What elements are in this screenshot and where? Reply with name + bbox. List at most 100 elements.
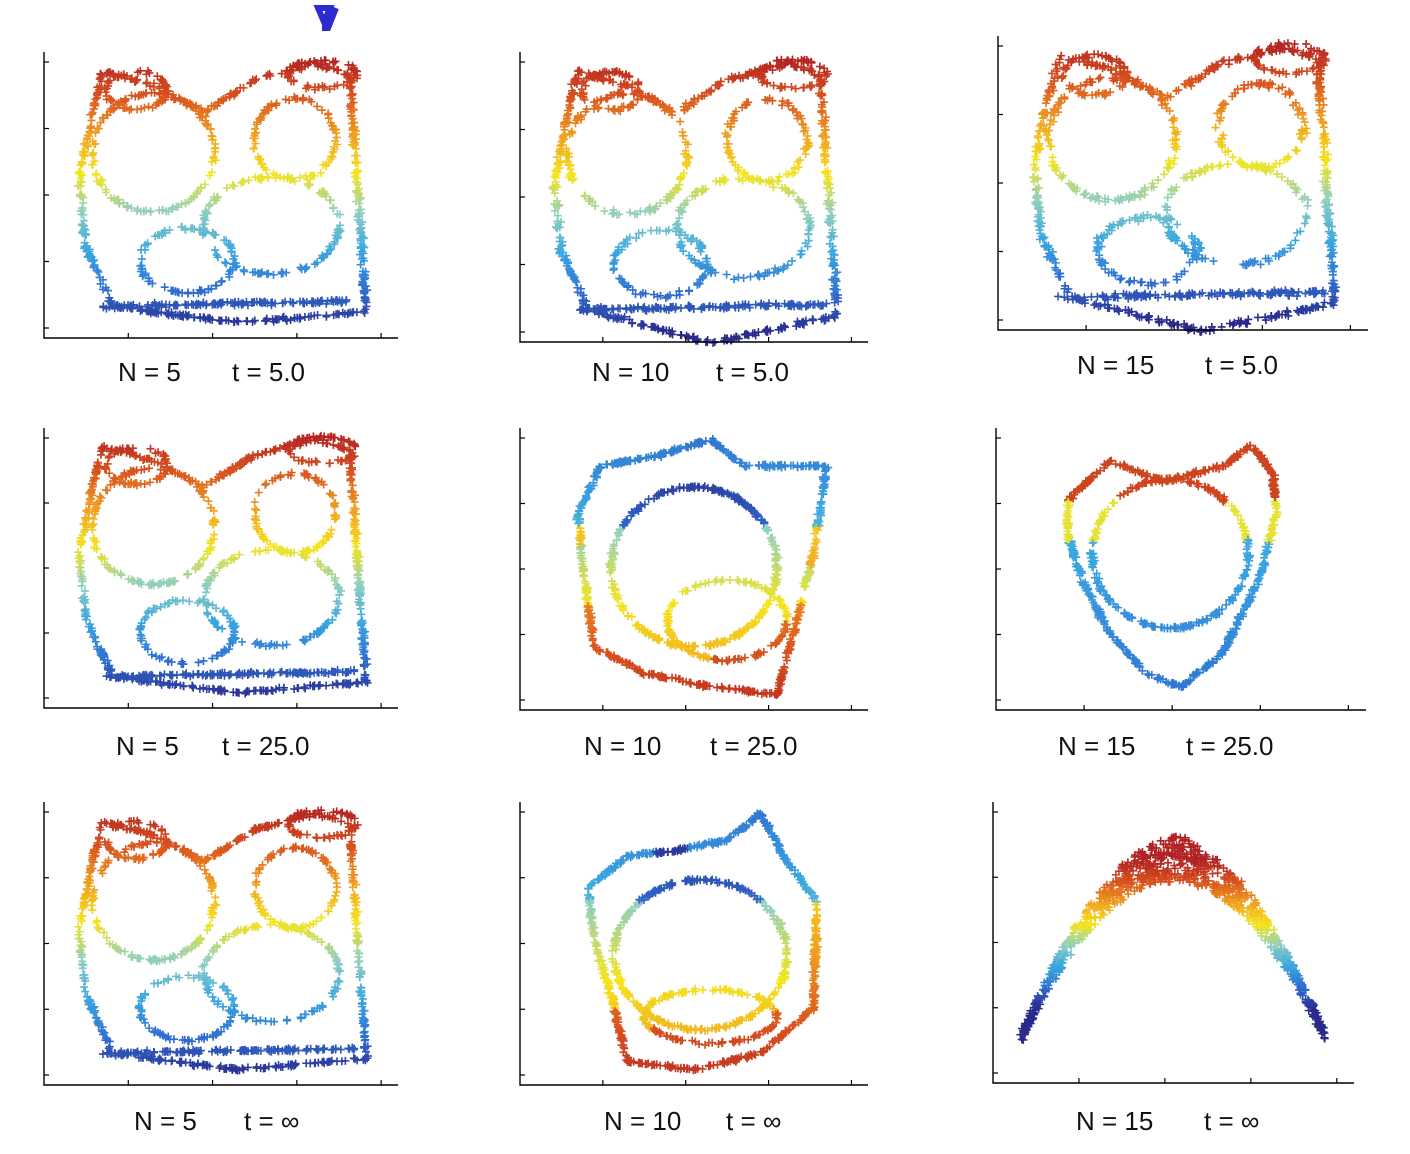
scatter-point [335,310,344,319]
panel-caption-n: N = 5 [118,357,181,387]
scatter-point [96,279,105,288]
scatter-point [94,268,103,277]
scatter-point [142,206,151,215]
scatter-point [322,311,331,320]
panel-caption-t: t = 5.0 [716,357,789,387]
scatter-point [359,270,368,279]
panel-caption-n: N = 15 [1077,350,1154,380]
scatter-point [190,313,199,322]
scatter-point [345,82,354,91]
scatter-point [357,193,366,202]
scatter-point [215,316,224,325]
scatter-point [78,206,87,215]
scatter-point [278,313,287,322]
scatter-point [103,111,112,120]
scatter-point [348,308,357,317]
scatter-point [209,153,218,162]
scatter-point [243,317,252,326]
scatter-point [354,166,363,175]
scatter-point [98,176,107,185]
scatter-point [162,309,171,318]
scatter-point [350,130,359,139]
scatter-point [167,310,176,319]
scatter-point [262,316,271,325]
scatter-point [150,88,159,97]
scatter-point [78,220,87,229]
scatter-point [333,210,342,219]
scatter-point [360,296,369,305]
scatter-point [231,87,240,96]
scatter-point [274,315,283,324]
scatter-point [207,168,216,177]
scatter-point [73,182,82,191]
scatter-point [222,259,231,268]
scatter-point [164,207,173,216]
scatter-point [226,90,235,99]
scatter-point [149,79,158,88]
scatter-point [338,308,347,317]
scatter-point [214,97,223,106]
scatter-point [234,317,243,326]
scatter-point [206,125,215,134]
scatter-point [347,112,356,121]
scatter-point [248,75,257,84]
scatter-point [183,98,192,107]
scatter-point [102,188,111,197]
scatter-point [356,260,365,269]
scatter-point [169,203,178,212]
scatter-point [194,186,203,195]
scatter-point [96,175,105,184]
scatter-point [358,232,367,241]
scatter-point [210,246,219,255]
scatter-point [207,157,216,166]
scatter-point [351,159,360,168]
scatter-point [114,198,123,207]
scatter-point [93,88,102,97]
scatter-point [357,228,366,237]
scatter-point [86,122,95,131]
scatter-point [189,193,198,202]
scatter-point [91,128,100,137]
scatter-point [239,83,248,92]
scatter-point [347,119,356,128]
scatter-point [88,160,97,169]
scatter-point [86,110,95,119]
scatter-point [121,94,130,103]
scatter-point [80,148,89,157]
scatter-point [142,88,151,97]
scatter-point [211,139,220,148]
scatter-point [89,101,98,110]
scatter-point [318,63,327,72]
scatter-point [123,201,132,210]
scatter-point [276,173,285,182]
scatter-point [262,72,271,81]
scatter-point [300,313,309,322]
scatter-point [222,183,231,192]
panel-caption-t: t = 5.0 [1205,350,1278,380]
scatter-point [133,205,142,214]
scatter-point [98,72,107,81]
scatter-point [204,105,213,114]
scatter-point [109,104,118,113]
scatter-point [78,159,87,168]
scatter-point [348,140,357,149]
scatter-point [169,311,178,320]
scatter-point [354,211,363,220]
scatter-point [360,243,369,252]
scatter-point [142,79,151,88]
scatter-point [358,277,367,286]
scatter-point [198,112,207,121]
scatter-point [207,131,216,140]
scatter-point [79,226,88,235]
scatter-point [82,247,91,256]
scatter-point [77,190,86,199]
scatter-point [356,224,365,233]
scatter-point [89,263,98,272]
scatter-point [93,124,102,133]
panel-caption-n: N = 10 [592,357,669,387]
scatter-point [92,169,101,178]
scatter-point [290,313,299,322]
scatter-point [233,316,242,325]
scatter-point [171,94,180,103]
